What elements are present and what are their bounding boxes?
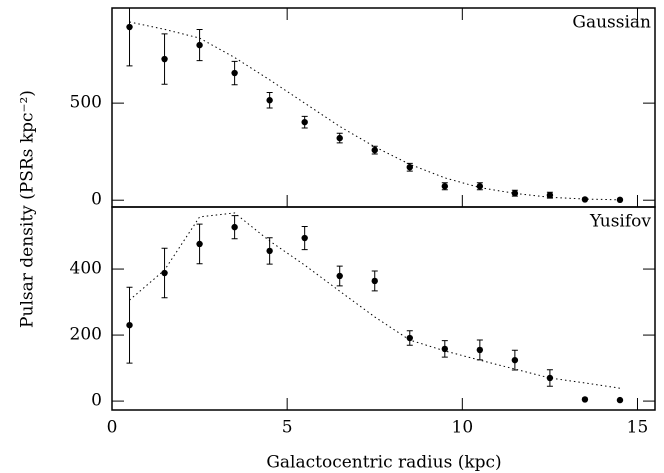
data-point <box>581 196 589 203</box>
model-curve <box>129 21 620 201</box>
data-point <box>336 272 343 280</box>
data-point <box>616 396 624 404</box>
data-point <box>126 321 133 329</box>
y-axis-label: Pulsar density (PSRs kpc⁻²) <box>18 90 38 328</box>
data-point <box>581 396 589 403</box>
data-point <box>161 269 168 277</box>
data-point <box>406 164 413 171</box>
plot-frame <box>111 206 656 411</box>
y-tick-label: 500 <box>70 93 102 113</box>
data-point <box>476 346 484 354</box>
data-point <box>161 55 168 63</box>
data-point <box>476 183 484 190</box>
x-tick-label: 10 <box>452 418 474 438</box>
data-point <box>231 223 238 231</box>
data-point <box>511 190 519 197</box>
data-point <box>616 196 624 204</box>
data-point <box>406 334 413 342</box>
data-point <box>266 97 273 104</box>
data-point <box>231 69 238 77</box>
error-bar <box>126 7 133 67</box>
data-point <box>546 191 554 199</box>
x-tick-label: 15 <box>627 418 649 438</box>
data-point <box>301 118 308 126</box>
data-point <box>266 247 273 255</box>
data-point <box>196 41 203 49</box>
data-point <box>301 234 308 242</box>
y-tick-label: 400 <box>70 259 102 279</box>
data-point <box>441 183 449 190</box>
x-tick-label: 0 <box>107 418 118 438</box>
plot-frame <box>111 7 656 208</box>
data-point <box>371 146 378 154</box>
data-point <box>336 134 343 142</box>
data-point <box>196 240 203 248</box>
model-curve <box>129 212 621 389</box>
data-point <box>546 374 554 382</box>
y-tick-label: 0 <box>91 391 102 411</box>
data-point <box>126 23 133 31</box>
y-tick-label: 0 <box>91 190 102 210</box>
data-point <box>511 356 519 364</box>
y-tick-label: 200 <box>70 325 102 345</box>
data-point <box>371 277 378 285</box>
x-tick-label: 5 <box>282 418 293 438</box>
x-axis-label: Galactocentric radius (kpc) <box>266 453 501 473</box>
panel-label: Gaussian <box>572 13 651 33</box>
data-point <box>441 345 449 353</box>
panel-label: Yusifov <box>589 212 651 232</box>
